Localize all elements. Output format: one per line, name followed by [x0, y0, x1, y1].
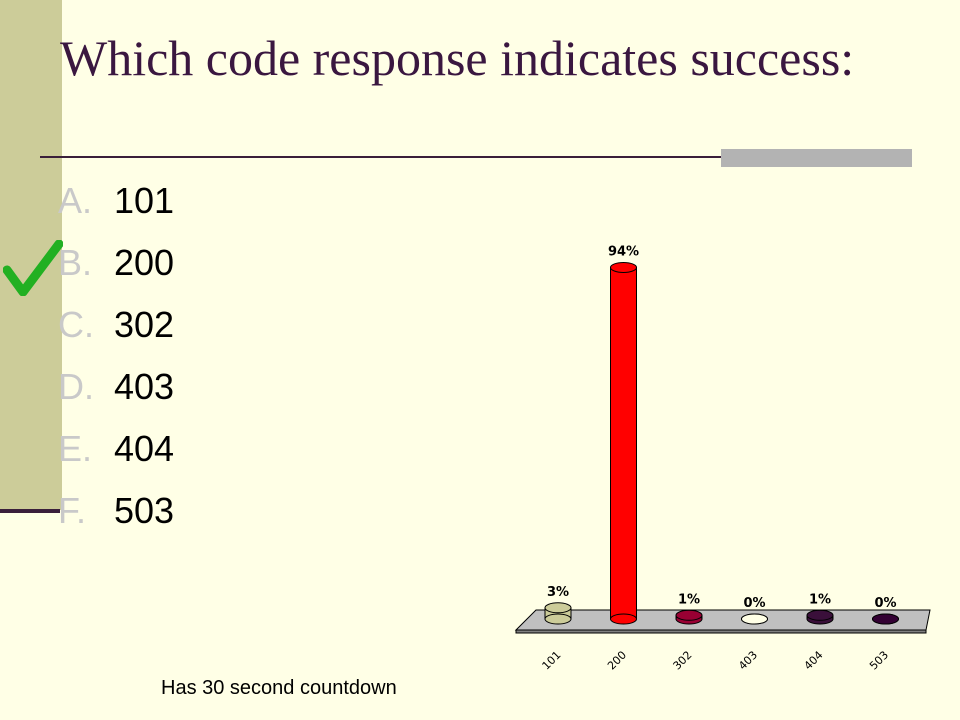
bar-200	[610, 266, 637, 620]
data-label-101: 3%	[547, 585, 569, 600]
option-e[interactable]: E. 404	[58, 418, 174, 480]
bar-cap-101	[544, 602, 572, 614]
option-b[interactable]: B. 200	[58, 232, 174, 294]
option-value: 200	[114, 242, 175, 283]
option-letter: D.	[58, 366, 94, 407]
option-value: 503	[114, 490, 175, 531]
option-letter: A.	[58, 180, 93, 221]
option-value: 404	[114, 428, 175, 469]
answer-options: A. 101 B. 200 C. 302 D. 403 E. 404 F. 50…	[58, 170, 174, 542]
option-value: 403	[114, 366, 175, 407]
title-underline-accent	[721, 149, 912, 167]
option-c[interactable]: C. 302	[58, 294, 174, 356]
option-value: 302	[114, 304, 175, 345]
chart-floor-edge	[515, 629, 927, 634]
data-label-302: 1%	[678, 592, 700, 607]
option-letter: B.	[58, 242, 93, 283]
option-f[interactable]: F. 503	[58, 480, 174, 542]
data-label-403: 0%	[743, 596, 765, 611]
option-letter: C.	[58, 304, 94, 345]
option-letter: E.	[58, 428, 93, 469]
data-label-200: 94%	[608, 244, 639, 259]
left-accent-rule	[0, 509, 60, 513]
bar-base-200	[610, 613, 637, 625]
tick-label-403: 403	[736, 649, 760, 673]
chart-floor	[514, 609, 931, 631]
tick-label-302: 302	[671, 649, 695, 673]
bar-cap-503	[872, 613, 899, 625]
tick-label-101: 101	[540, 649, 564, 673]
response-bar-chart: 3% 101 94% 200 1% 302 0% 403 1% 404 0% 503	[514, 244, 931, 673]
question-title: Which code response indicates success:	[60, 30, 855, 86]
countdown-note: Has 30 second countdown	[161, 677, 397, 699]
data-label-404: 1%	[809, 592, 831, 607]
tick-label-503: 503	[867, 649, 891, 673]
bar-cap-404	[806, 609, 834, 621]
option-letter: F.	[58, 490, 87, 531]
option-value: 101	[114, 180, 175, 221]
title-underline	[40, 156, 912, 158]
checkmark-icon	[3, 240, 63, 296]
tick-label-404: 404	[802, 649, 826, 673]
option-a[interactable]: A. 101	[58, 170, 174, 232]
bar-cap-200	[610, 261, 637, 273]
bar-cap-403	[741, 613, 768, 625]
tick-label-200: 200	[605, 649, 629, 673]
bar-base-101	[544, 613, 572, 625]
option-d[interactable]: D. 403	[58, 356, 174, 418]
data-label-503: 0%	[874, 596, 896, 611]
bar-cap-302	[675, 609, 703, 621]
